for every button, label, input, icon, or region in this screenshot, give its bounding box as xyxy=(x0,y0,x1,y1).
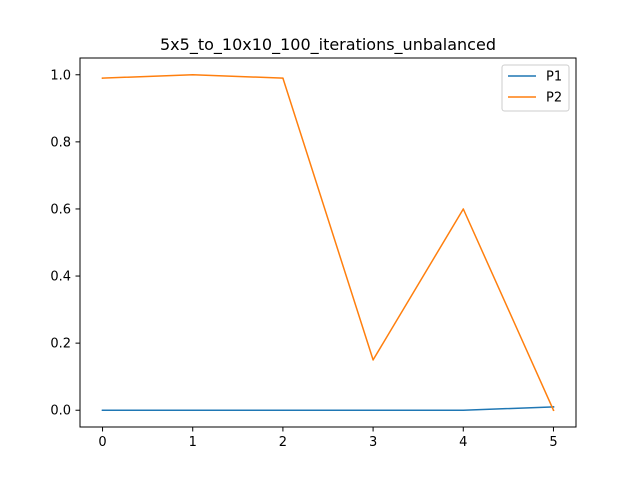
data-point-p1-5 xyxy=(552,406,555,408)
data-point-p2-5 xyxy=(552,409,555,411)
data-point-p1-1 xyxy=(191,409,194,411)
legend-label-p2: P2 xyxy=(546,91,562,106)
data-point-p1-3 xyxy=(372,409,374,411)
y-tick-label: 0.4 xyxy=(50,270,71,285)
y-tick-label: 1.0 xyxy=(50,68,71,83)
chart-title: 5x5_to_10x10_100_iterations_unbalanced xyxy=(160,35,496,55)
x-tick-label: 5 xyxy=(549,435,557,450)
series-layer xyxy=(101,74,555,412)
data-point-p1-4 xyxy=(462,409,465,411)
plot-frame xyxy=(79,57,577,428)
x-tick-label: 2 xyxy=(279,435,287,450)
series-line-p1 xyxy=(101,406,555,411)
x-tick-label: 4 xyxy=(459,435,467,450)
data-point-p2-0 xyxy=(101,77,104,79)
legend-label-p1: P1 xyxy=(546,70,562,85)
x-tick-label: 1 xyxy=(189,435,197,450)
y-tick-label: 0.8 xyxy=(50,135,71,150)
y-tick-label: 0.2 xyxy=(50,337,71,352)
data-point-p2-4 xyxy=(462,208,465,210)
data-point-p2-1 xyxy=(191,74,194,76)
data-point-p2-3 xyxy=(372,359,374,361)
y-tick-label: 0.6 xyxy=(50,202,71,217)
y-tick-label: 0.0 xyxy=(50,404,71,419)
data-point-p2-2 xyxy=(282,77,284,79)
data-point-p1-2 xyxy=(282,409,284,411)
x-tick-label: 3 xyxy=(369,435,377,450)
data-point-p1-0 xyxy=(101,409,104,411)
ticks-layer: 0 1 2 3 4 5 0.0 0.2 0.4 0.6 0.8 1.0 xyxy=(50,68,557,450)
x-tick-label: 0 xyxy=(98,435,106,450)
series-line-p2 xyxy=(101,74,555,412)
